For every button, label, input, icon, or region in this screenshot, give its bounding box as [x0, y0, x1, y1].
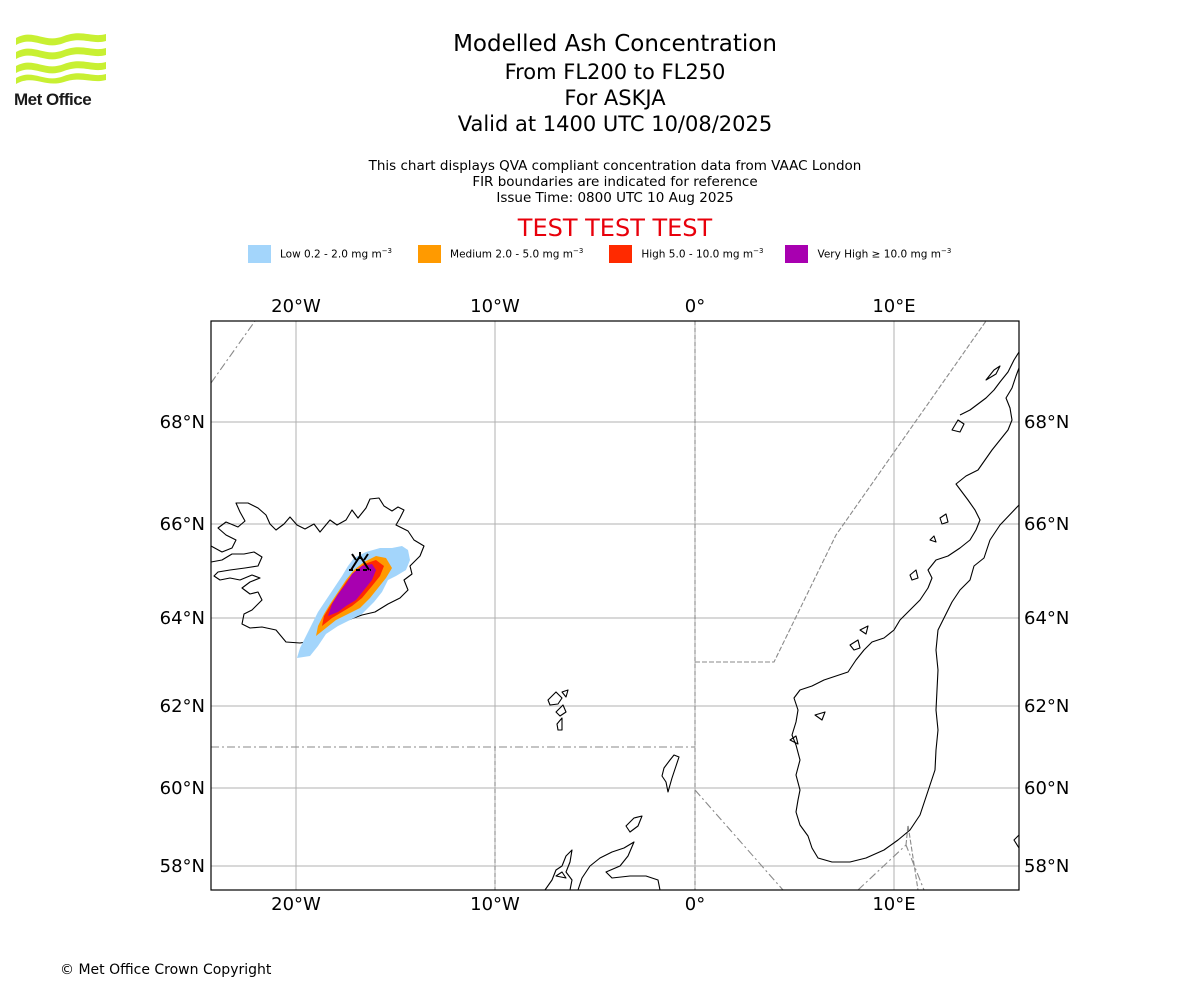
lat-tick-right-60n: 60°N	[1024, 778, 1069, 799]
axis-labels: 20°W 10°W 0° 10°E 20°W 10°W 0° 10°E 68°N…	[160, 296, 1070, 915]
lat-tick-left-62n: 62°N	[160, 696, 205, 717]
subtitle-line-2: FIR boundaries are indicated for referen…	[472, 174, 758, 190]
coastline-scotland	[544, 841, 661, 890]
legend-item-very-high: Very High ≥ 10.0 mg m−3	[785, 245, 951, 263]
lon-tick-top-10e: 10°E	[872, 296, 915, 317]
map-area	[211, 321, 1019, 890]
fir-boundaries	[211, 321, 987, 890]
lat-tick-left-58n: 58°N	[160, 856, 205, 877]
lat-tick-right-66n: 66°N	[1024, 514, 1069, 535]
title-line-4: Valid at 1400 UTC 10/08/2025	[457, 112, 773, 136]
lat-tick-left-64n: 64°N	[160, 608, 205, 629]
chart-subtitle: This chart displays QVA compliant concen…	[0, 158, 1200, 206]
lat-tick-right-64n: 64°N	[1024, 608, 1069, 629]
lat-tick-right-68n: 68°N	[1024, 412, 1069, 433]
legend-item-low: Low 0.2 - 2.0 mg m−3	[248, 245, 392, 263]
legend: Low 0.2 - 2.0 mg m−3 Medium 2.0 - 5.0 mg…	[248, 244, 951, 264]
met-office-waves-icon	[16, 33, 106, 84]
lat-tick-right-58n: 58°N	[1024, 856, 1069, 877]
lat-tick-left-66n: 66°N	[160, 514, 205, 535]
legend-label-medium: Medium 2.0 - 5.0 mg m−3	[450, 247, 584, 261]
subtitle-line-1: This chart displays QVA compliant concen…	[368, 158, 862, 174]
title-line-1: Modelled Ash Concentration	[453, 31, 777, 57]
volcano-icon	[349, 552, 371, 571]
legend-swatch-very-high	[785, 245, 809, 263]
copyright-notice: © Met Office Crown Copyright	[60, 962, 272, 978]
title-line-3: For ASKJA	[564, 86, 666, 110]
legend-item-high: High 5.0 - 10.0 mg m−3	[609, 245, 763, 263]
chart-title: Modelled Ash Concentration From FL200 to…	[0, 30, 1200, 137]
legend-item-medium: Medium 2.0 - 5.0 mg m−3	[418, 245, 583, 263]
lon-tick-top-10w: 10°W	[470, 296, 520, 317]
map-frame	[210, 320, 1020, 891]
lon-tick-top-0: 0°	[685, 296, 705, 317]
lat-tick-left-68n: 68°N	[160, 412, 205, 433]
legend-label-high: High 5.0 - 10.0 mg m−3	[641, 247, 764, 261]
coastlines	[211, 351, 1019, 890]
coastline-norway	[791, 367, 1019, 863]
test-banner: TEST TEST TEST	[517, 214, 713, 242]
legend-swatch-high	[609, 245, 633, 263]
ash-layer-very-high	[328, 564, 376, 616]
coastline-iceland	[211, 497, 425, 644]
legend-label-low: Low 0.2 - 2.0 mg m−3	[280, 247, 393, 261]
subtitle-line-3: Issue Time: 0800 UTC 10 Aug 2025	[496, 190, 734, 206]
coastline-faroe	[547, 691, 563, 706]
met-office-logo: Met Office	[14, 30, 109, 112]
lon-tick-top-20w: 20°W	[271, 296, 321, 317]
lat-tick-left-60n: 60°N	[160, 778, 205, 799]
lon-tick-bottom-10e: 10°E	[872, 894, 915, 915]
lat-tick-right-62n: 62°N	[1024, 696, 1069, 717]
coastline-shetland	[661, 754, 680, 793]
legend-swatch-low	[248, 245, 271, 263]
legend-label-very-high: Very High ≥ 10.0 mg m−3	[817, 247, 952, 261]
lon-tick-bottom-20w: 20°W	[271, 894, 321, 915]
legend-swatch-medium	[418, 245, 442, 263]
lon-tick-bottom-10w: 10°W	[470, 894, 520, 915]
title-line-2: From FL200 to FL250	[504, 60, 726, 84]
ash-concentration	[297, 546, 410, 658]
lon-tick-bottom-0: 0°	[685, 894, 705, 915]
logo-text: Met Office	[14, 90, 92, 109]
